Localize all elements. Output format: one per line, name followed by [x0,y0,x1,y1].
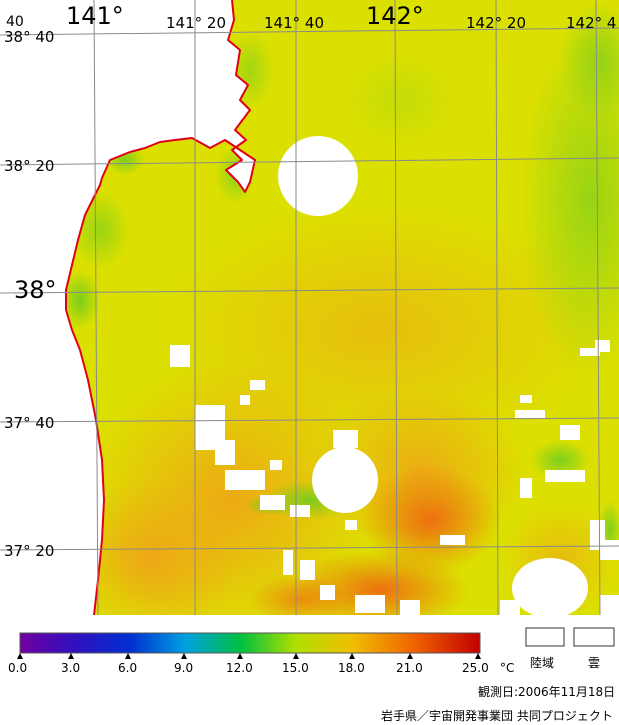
observation-date: 観測日:2006年11月18日 [478,685,615,699]
land-legend-swatch [525,627,565,647]
land-legend-label: 陸域 [530,656,554,670]
lat-label: 38° 20 [4,157,54,175]
color-bar-tick-label: 18.0 [338,661,365,675]
color-bar-tick-label: 3.0 [61,661,80,675]
color-bar-tick-label: 21.0 [396,661,423,675]
coastline [65,0,256,615]
map-area [0,0,619,615]
cloud-mask [170,136,619,615]
lon-label: 141° 40 [264,14,324,32]
lon-label: 142° [366,2,424,30]
cool-water-area [560,0,619,120]
corner-label: 40 [6,14,24,30]
temperature-color-bar [19,632,481,654]
color-bar-tick-label: 0.0 [8,661,27,675]
lat-label: 37° 40 [4,414,54,432]
cloud-legend-label: 雲 [588,656,600,670]
lon-label: 142° 4 [566,14,616,32]
color-bar-tick-label: 25.0 [462,661,489,675]
project-credit: 岩手県／宇宙開発事業団 共同プロジェクト [381,708,613,723]
lon-label: 141° [66,2,124,30]
lat-label: 37° 20 [4,542,54,560]
lon-label: 142° 20 [466,14,526,32]
lat-label: 38° 40 [4,28,54,46]
color-bar-tick-marks [17,653,481,659]
lat-lon-grid [0,0,619,615]
color-bar-tick-label: 15.0 [282,661,309,675]
land-area [0,0,255,615]
lon-label: 141° 20 [166,14,226,32]
temperature-unit: °C [500,661,514,675]
color-bar-tick-label: 12.0 [226,661,253,675]
cool-water-area [340,50,460,150]
color-bar-tick-label: 6.0 [118,661,137,675]
cool-water-area [60,270,100,330]
cloud-legend-swatch [573,627,615,647]
lat-label: 38° [14,276,57,304]
color-bar-tick-label: 9.0 [174,661,193,675]
